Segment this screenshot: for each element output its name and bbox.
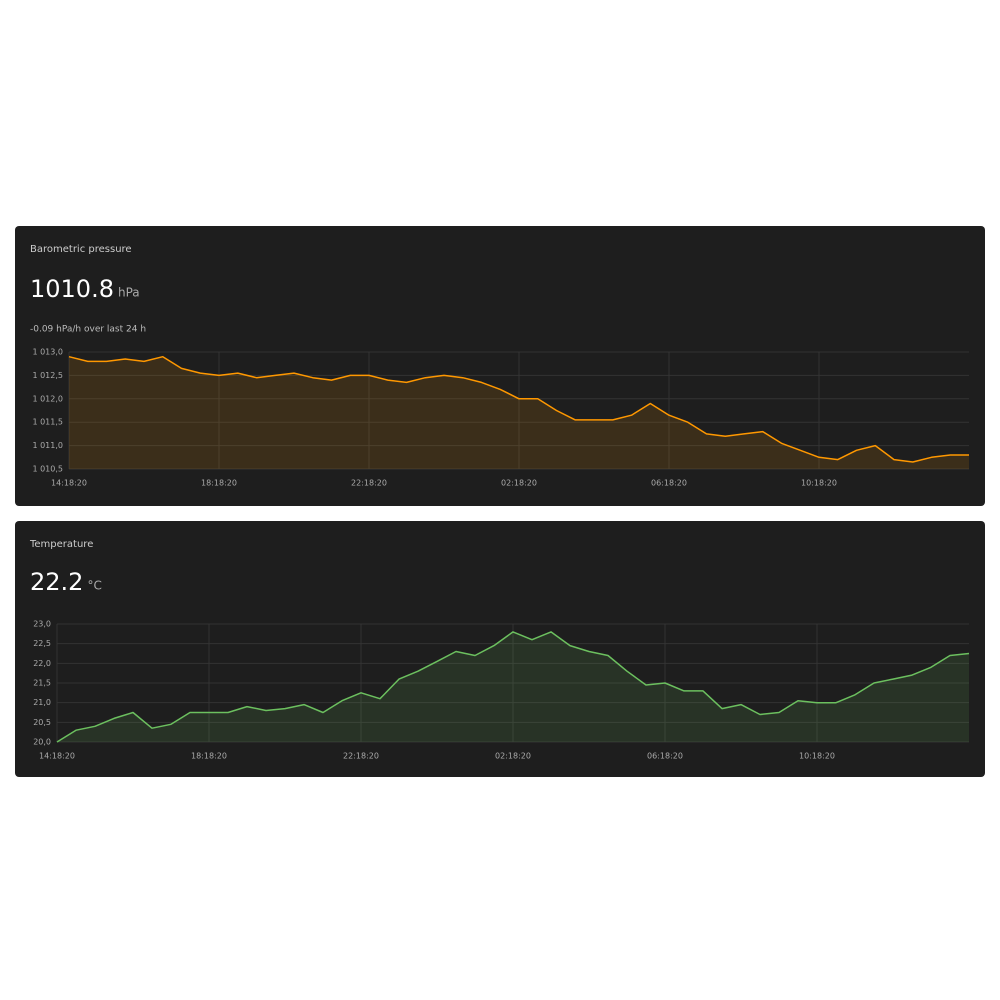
y-tick-label: 1 013,0 — [32, 348, 63, 357]
x-tick-label: 10:18:20 — [801, 479, 837, 488]
subtitle: -0.09 hPa/h over last 24 h — [30, 325, 146, 335]
current-value: 1010.8 — [30, 275, 114, 303]
unit: °C — [87, 579, 101, 593]
x-tick-label: 02:18:20 — [495, 752, 531, 761]
current-value: 22.2 — [30, 568, 83, 596]
line — [68, 355, 969, 463]
card-title: Temperature — [29, 539, 93, 550]
y-tick-label: 23,0 — [33, 620, 51, 629]
y-tick-label: 1 010,5 — [32, 465, 63, 474]
x-tick-label: 02:18:20 — [501, 479, 537, 488]
area — [57, 631, 969, 742]
card — [15, 521, 985, 777]
y-tick-label: 21,5 — [33, 679, 51, 688]
y-tick-label: 20,5 — [33, 718, 51, 727]
y-tick-label: 1 011,5 — [32, 418, 63, 427]
x-tick-label: 06:18:20 — [647, 752, 683, 761]
y-tick-label: 20,0 — [33, 738, 51, 747]
line — [56, 631, 970, 743]
x-tick-label: 18:18:20 — [191, 752, 227, 761]
x-tick-label: 14:18:20 — [51, 479, 87, 488]
card — [15, 226, 985, 506]
y-tick-label: 22,0 — [33, 659, 51, 668]
y-tick-label: 22,5 — [33, 639, 51, 648]
y-tick-label: 21,0 — [33, 698, 51, 707]
card-title: Barometric pressure — [30, 244, 132, 255]
x-tick-label: 14:18:20 — [39, 752, 75, 761]
x-tick-label: 22:18:20 — [343, 752, 379, 761]
y-tick-label: 1 012,0 — [32, 394, 63, 403]
unit: hPa — [118, 286, 140, 300]
x-tick-label: 18:18:20 — [201, 479, 237, 488]
y-tick-label: 1 012,5 — [32, 371, 63, 380]
area — [69, 356, 969, 469]
x-tick-label: 10:18:20 — [799, 752, 835, 761]
x-tick-label: 22:18:20 — [351, 479, 387, 488]
x-tick-label: 06:18:20 — [651, 479, 687, 488]
y-tick-label: 1 011,0 — [32, 441, 63, 450]
